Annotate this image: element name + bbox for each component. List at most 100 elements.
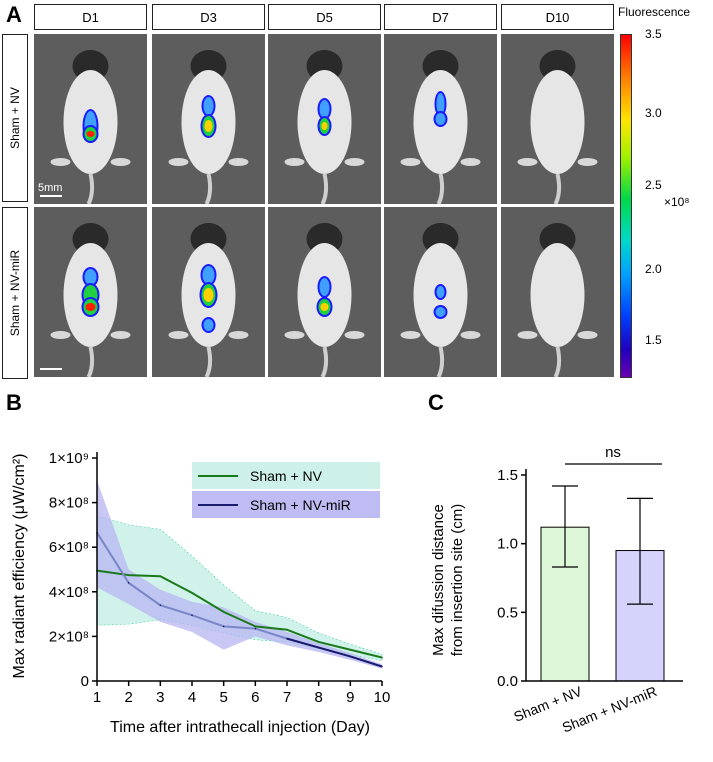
mouse-body [530, 70, 585, 174]
row-label-sham-nv-mir: Sham + NV-miR [2, 207, 28, 379]
legend-label: Sham + NV-miR [250, 497, 351, 513]
series-line [96, 569, 383, 659]
y-tick-label: 6×10⁸ [49, 539, 89, 556]
mouse-paw [400, 158, 421, 166]
colorbar-tick: 3.0 [645, 106, 662, 120]
mouse-paw [110, 158, 131, 166]
fluorescence-signal [319, 100, 330, 118]
mouse-paw [517, 158, 538, 166]
data-point [381, 656, 383, 659]
x-tick-label: 4 [188, 689, 196, 706]
mouse-image [501, 34, 614, 204]
day-header-d3: D3 [152, 4, 265, 30]
y-axis-label-line2: from insertion site (cm) [449, 504, 466, 657]
x-tick-label: 5 [219, 689, 227, 706]
x-tick-label: 2 [124, 689, 132, 706]
mouse-paw [110, 331, 131, 339]
fluorescence-signal-peak [320, 303, 329, 311]
mouse-image [384, 34, 497, 204]
mouse-paw [168, 331, 189, 339]
data-point [191, 614, 193, 617]
fluorescence-signal [203, 97, 214, 115]
mouse-paw [577, 158, 598, 166]
x-tick-label: 9 [346, 689, 354, 706]
day-header-d7: D7 [384, 4, 497, 30]
data-point [254, 627, 257, 630]
fluorescence-signal [319, 278, 330, 296]
data-point [349, 648, 352, 651]
panel-label-b: B [6, 390, 22, 415]
y-tick-label: 1.5 [497, 467, 518, 484]
confidence-band [97, 480, 382, 669]
mouse-paw [168, 158, 189, 166]
mouse-paw [400, 331, 421, 339]
y-tick-label: 2×10⁸ [49, 628, 89, 645]
data-point [222, 611, 225, 613]
legend-label: Sham + NV [250, 468, 323, 484]
data-point [254, 625, 257, 628]
fluorescence-signal-peak [321, 122, 328, 130]
mouse-paw [344, 331, 365, 339]
fluorescence-signal [435, 307, 446, 317]
data-point [286, 628, 288, 631]
mouse-tail [86, 346, 95, 377]
data-point [127, 582, 130, 584]
significance-annotation: ns [605, 444, 621, 461]
mouse-paw [460, 331, 481, 339]
mouse-paw [460, 158, 481, 166]
mouse-tail [436, 173, 445, 204]
mouse-image [268, 207, 381, 377]
mouse-image [152, 207, 265, 377]
y-tick-label: 0.5 [497, 604, 518, 621]
y-tick-label: 1.0 [497, 536, 518, 553]
colorbar-tick: 2.5 [645, 178, 662, 192]
day-header-d10: D10 [501, 4, 614, 30]
mouse-tail [86, 173, 95, 204]
x-tick-label: 8 [314, 689, 322, 706]
x-tick-label: 10 [374, 689, 391, 706]
fluorescence-signal-peak [85, 303, 96, 311]
fluorescence-signal [435, 113, 446, 125]
data-point [317, 641, 320, 643]
data-point [127, 574, 130, 576]
colorbar-exponent: ×10⁸ [664, 195, 690, 209]
data-point [159, 575, 162, 577]
y-tick-label: 8×10⁸ [49, 495, 89, 512]
scale-bar-label: 5mm [38, 182, 63, 194]
day-header-d5: D5 [268, 4, 381, 30]
x-tick-label: 1 [93, 689, 101, 706]
x-tick-label: 3 [156, 689, 164, 706]
mouse-body [530, 243, 585, 347]
x-tick-label: 6 [251, 689, 259, 706]
series-line-tail [286, 637, 383, 668]
y-tick-label: 0 [81, 673, 89, 690]
scale-bar-bottom [40, 368, 62, 370]
y-tick-label: 0.0 [497, 673, 518, 690]
mouse-paw [50, 331, 71, 339]
colorbar-tick: 3.5 [645, 27, 662, 41]
mouse-image [34, 207, 147, 377]
mouse-paw [577, 331, 598, 339]
mouse-tail [320, 346, 329, 377]
mouse-paw [517, 331, 538, 339]
mouse-tail [553, 346, 562, 377]
mouse-paw [284, 158, 305, 166]
fluorescence-signal [203, 319, 214, 331]
fluorescence-signal-peak [204, 120, 213, 132]
mouse-tail [436, 346, 445, 377]
data-point [222, 625, 225, 628]
panel-label-a: A [6, 2, 22, 27]
mouse-paw [50, 158, 71, 166]
mouse-image [501, 207, 614, 377]
y-tick-label: 1×10⁹ [49, 450, 89, 467]
scale-bar-top [40, 195, 62, 197]
mouse-image [268, 34, 381, 204]
fluorescence-signal-peak [203, 288, 214, 302]
y-axis-label: Max radiant efficiency (μW/cm²) [11, 454, 28, 679]
fluorescence-signal [84, 269, 97, 285]
day-header-d1: D1 [34, 4, 147, 30]
mouse-image [152, 34, 265, 204]
fluorescence-colorbar [620, 34, 632, 378]
fluorescence-signal-peak [86, 131, 95, 137]
